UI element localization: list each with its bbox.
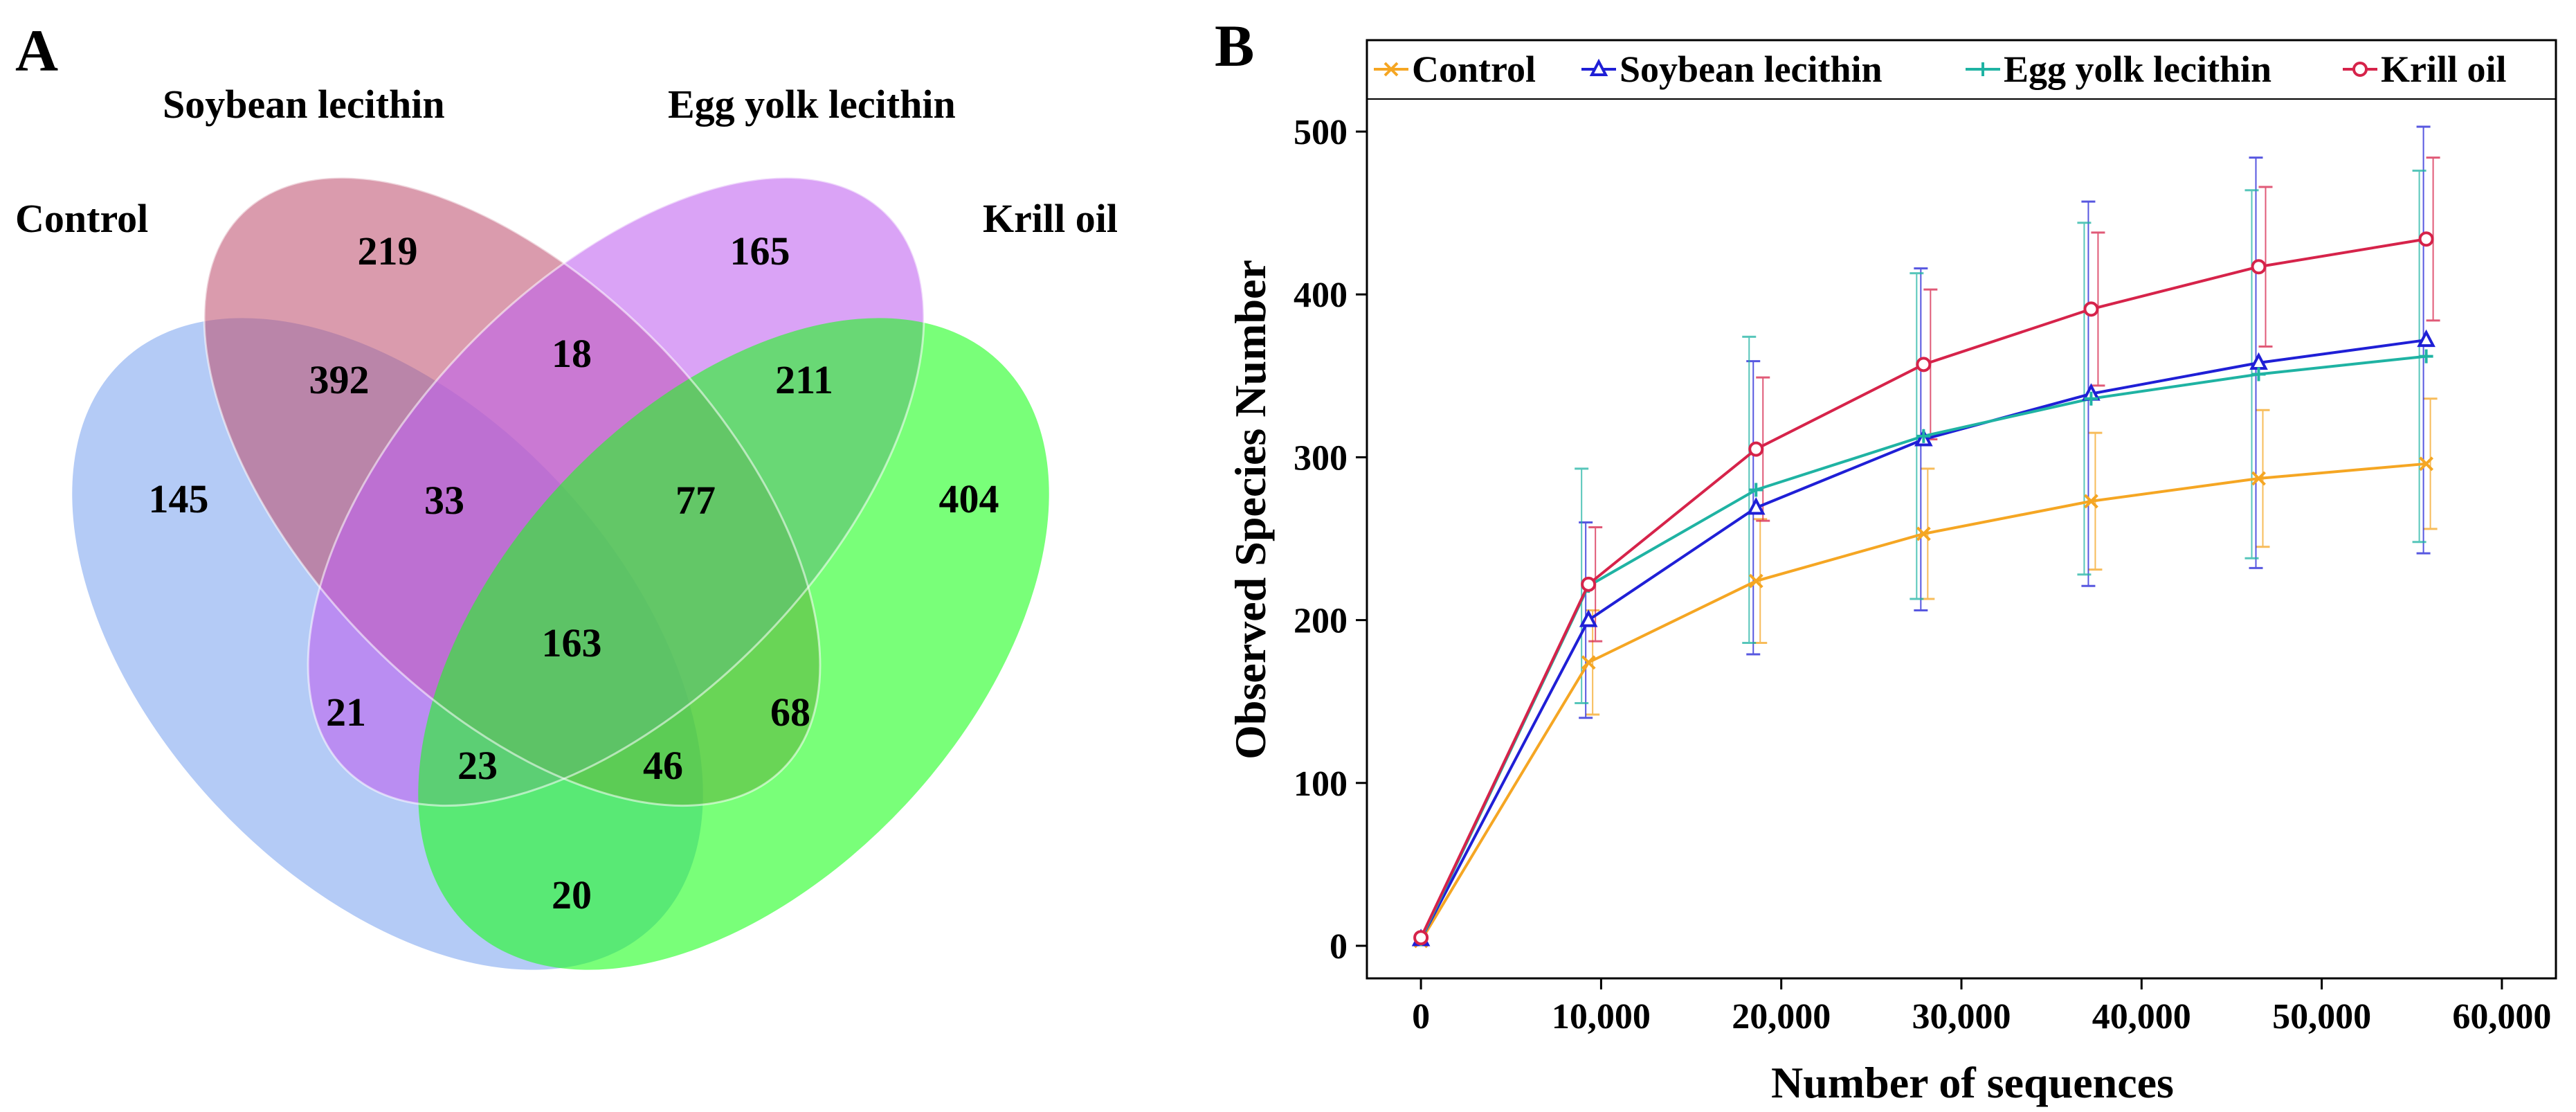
legend-label-soybean: Soybean lecithin <box>1620 48 1883 90</box>
region-count-soybean-krill: 68 <box>770 690 810 735</box>
x-tick-label-50000: 50,000 <box>2272 997 2371 1037</box>
data-point-soybean-lecithin-1 <box>1579 609 1598 627</box>
region-count-all-four: 163 <box>542 620 602 665</box>
x-tick-label-40000: 40,000 <box>2092 997 2191 1037</box>
legend: Control Soybean lecithin Egg yolk lecith… <box>1367 48 2556 100</box>
x-tick-label-10000: 10,000 <box>1552 997 1651 1037</box>
legend-symbol-control <box>1384 62 1399 77</box>
region-count-soybean-only: 219 <box>358 228 418 273</box>
legend-label-krill: Krill oil <box>2381 48 2507 90</box>
data-point-egg-yolk-lecithin-2 <box>1749 483 1763 497</box>
y-tick-label-400: 400 <box>1294 276 1348 315</box>
legend-label-egg-yolk: Egg yolk lecithin <box>2004 48 2271 90</box>
x-axis: 0 10,000 20,000 30,000 40,000 50,000 60,000 <box>1367 977 2556 1037</box>
region-count-krill-only: 404 <box>939 476 999 521</box>
legend-marker-krill <box>2352 62 2368 77</box>
venn-ellipse-krill <box>418 318 1049 970</box>
data-point-krill-oil-0 <box>1413 930 1429 946</box>
data-point-control-1-stroke-b <box>1581 655 1596 670</box>
region-count-soybean-egg: 18 <box>552 331 592 376</box>
data-point-control-2 <box>1748 573 1763 589</box>
data-point-krill-oil-5 <box>2251 259 2267 275</box>
venn-outline-egg-yolk <box>307 176 925 807</box>
venn-panel: A Control Soybean lecithin Egg yolk leci… <box>15 17 1118 970</box>
y-tick-label-100: 100 <box>1294 764 1348 804</box>
data-point-egg-yolk-lecithin-4 <box>2084 391 2098 406</box>
data-point-egg-yolk-lecithin-5 <box>2251 367 2266 382</box>
x-tick-label-30000: 30,000 <box>1912 997 2011 1037</box>
region-count-egg-only: 165 <box>730 228 790 273</box>
data-point-control-6 <box>2419 456 2433 472</box>
panel-a-letter: A <box>15 17 58 84</box>
error-bars <box>1575 125 2440 719</box>
data-point-soybean-lecithin-2 <box>1746 497 1766 515</box>
data-point-krill-oil-3 <box>1916 357 1932 373</box>
legend-entry-soybean: Soybean lecithin <box>1581 48 1883 90</box>
legend-symbol-soybean-lecithin <box>1589 58 1608 76</box>
set-label-egg-yolk: Egg yolk lecithin <box>668 82 956 127</box>
x-tick-label-60000: 60,000 <box>2452 997 2551 1037</box>
legend-entry-control: Control <box>1374 48 1536 90</box>
series-lines <box>1419 237 2427 942</box>
data-point-control-4-stroke-b <box>2084 494 2098 509</box>
set-label-control: Control <box>15 196 148 241</box>
data-point-egg-yolk-lecithin-3 <box>1916 429 1931 443</box>
venn-region-counts: 219 165 145 404 392 18 211 33 77 163 21 … <box>149 228 999 917</box>
x-axis-title: Number of sequences <box>1771 1058 2174 1107</box>
region-count-control-soybean-egg: 33 <box>424 478 464 523</box>
y-tick-label-300: 300 <box>1294 438 1348 478</box>
data-point-control-4 <box>2084 494 2098 509</box>
data-point-soybean-lecithin-6 <box>2417 329 2436 348</box>
region-count-soybean-egg-krill: 77 <box>675 478 716 523</box>
region-count-egg-krill: 211 <box>775 357 833 402</box>
x-tick-label-20000: 20,000 <box>1732 997 1831 1037</box>
legend-marker-control <box>1384 62 1399 77</box>
rarefaction-panel: B Control Soybean lecithin Egg yolk leci… <box>1215 12 2557 1107</box>
error-bar-control-1 <box>1586 609 1600 716</box>
panel-b-letter: B <box>1215 12 1254 79</box>
data-point-control-3 <box>1916 526 1931 541</box>
region-count-control-egg-krill: 23 <box>457 743 498 788</box>
y-tick-label-0: 0 <box>1330 927 1348 967</box>
legend-entry-krill: Krill oil <box>2343 48 2507 90</box>
series-markers <box>1411 231 2436 949</box>
x-tick-label-0: 0 <box>1412 997 1430 1037</box>
data-point-control-6-stroke-b <box>2419 456 2433 472</box>
data-point-krill-oil-1 <box>1581 576 1597 592</box>
legend-marker-egg-yolk <box>1976 62 1990 76</box>
legend-symbol-egg-yolk-lecithin <box>1976 62 1990 76</box>
y-axis-title: Observed Species Number <box>1226 260 1275 760</box>
data-point-control-3-stroke-b <box>1916 526 1931 541</box>
legend-entry-egg-yolk: Egg yolk lecithin <box>1966 48 2271 90</box>
data-point-egg-yolk-lecithin-6 <box>2419 349 2433 364</box>
error-bar-control-6 <box>2423 397 2438 530</box>
set-label-soybean: Soybean lecithin <box>163 82 445 127</box>
legend-marker-soybean <box>1589 58 1608 76</box>
series-line-krill-oil <box>1419 237 2427 939</box>
region-count-control-only: 145 <box>149 476 209 521</box>
plot-frame <box>1366 39 2557 980</box>
data-point-krill-oil-6 <box>2418 231 2434 247</box>
legend-symbol-krill-oil <box>2352 62 2368 77</box>
venn-outline-soybean <box>203 176 822 807</box>
region-count-control-egg: 21 <box>326 690 366 735</box>
data-point-control-1 <box>1581 655 1596 670</box>
region-count-control-soybean: 392 <box>309 357 370 402</box>
data-point-krill-oil-2 <box>1748 441 1764 457</box>
data-point-soybean-lecithin-5 <box>2249 352 2268 370</box>
y-tick-label-200: 200 <box>1294 602 1348 641</box>
legend-label-control: Control <box>1412 48 1536 90</box>
legend-symbol-control-stroke-b <box>1384 62 1399 77</box>
set-label-krill: Krill oil <box>983 196 1118 241</box>
region-count-control-krill: 20 <box>552 872 592 917</box>
y-tick-label-500: 500 <box>1294 113 1348 152</box>
region-count-control-soybean-krill: 46 <box>643 743 683 788</box>
data-point-krill-oil-4 <box>2083 301 2099 317</box>
data-point-control-5-stroke-b <box>2251 471 2266 486</box>
data-point-control-5 <box>2251 471 2266 486</box>
data-point-control-2-stroke-b <box>1748 573 1763 589</box>
y-axis: 0 100 200 300 400 500 <box>1294 99 1368 978</box>
